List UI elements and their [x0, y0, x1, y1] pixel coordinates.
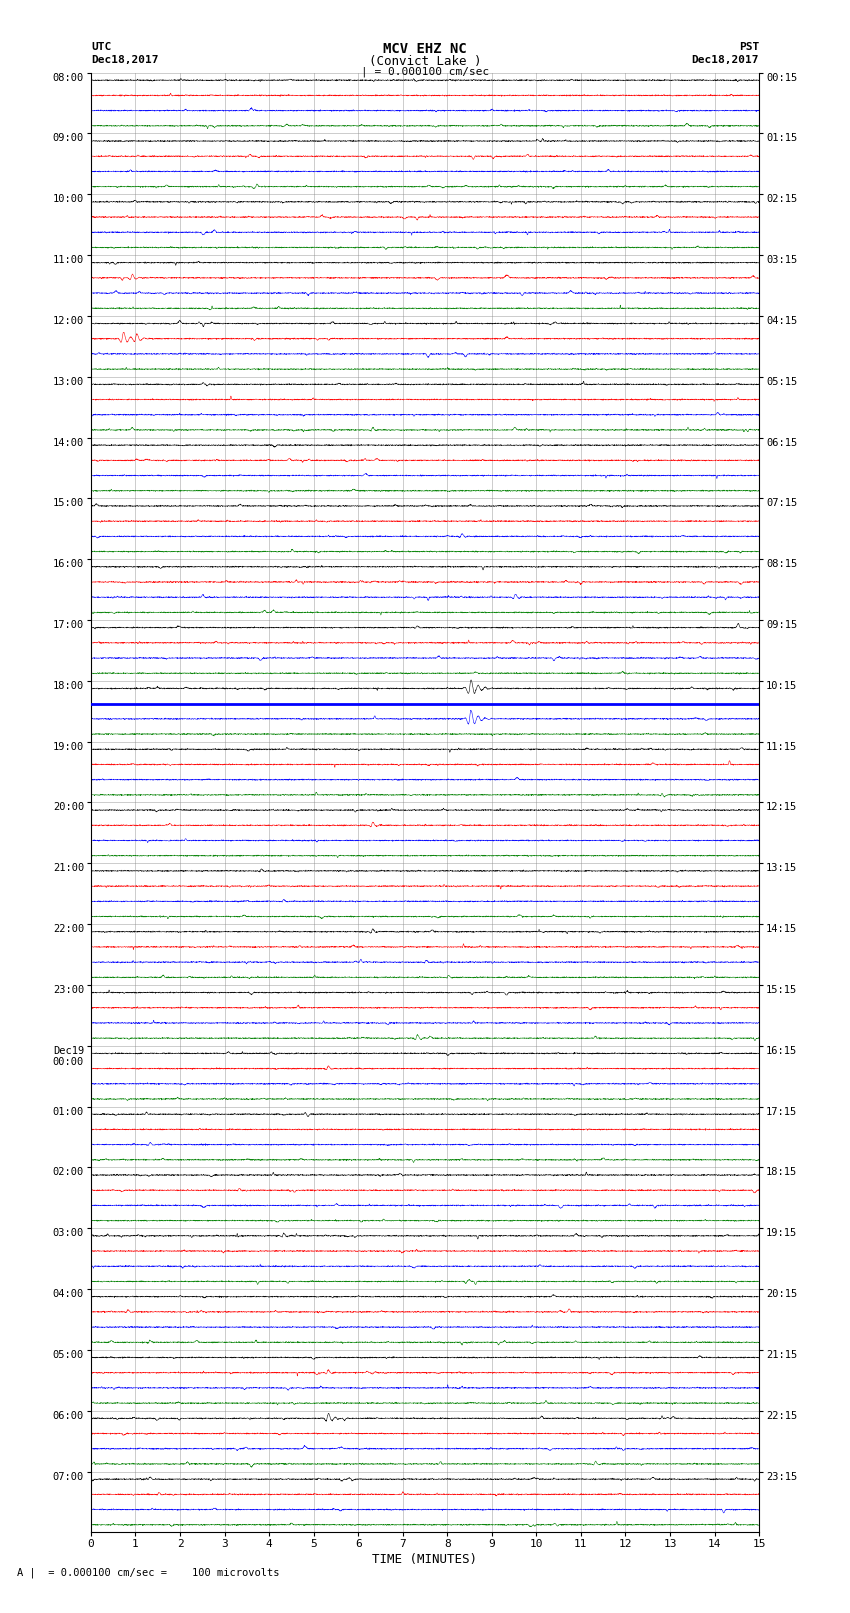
Text: MCV EHZ NC: MCV EHZ NC	[383, 42, 467, 56]
Text: UTC: UTC	[91, 42, 111, 52]
Text: PST: PST	[739, 42, 759, 52]
Text: Dec18,2017: Dec18,2017	[91, 55, 158, 65]
Text: A |  = 0.000100 cm/sec =    100 microvolts: A | = 0.000100 cm/sec = 100 microvolts	[17, 1566, 280, 1578]
Text: (Convict Lake ): (Convict Lake )	[369, 55, 481, 68]
Text: | = 0.000100 cm/sec: | = 0.000100 cm/sec	[361, 66, 489, 77]
Text: Dec18,2017: Dec18,2017	[692, 55, 759, 65]
X-axis label: TIME (MINUTES): TIME (MINUTES)	[372, 1553, 478, 1566]
